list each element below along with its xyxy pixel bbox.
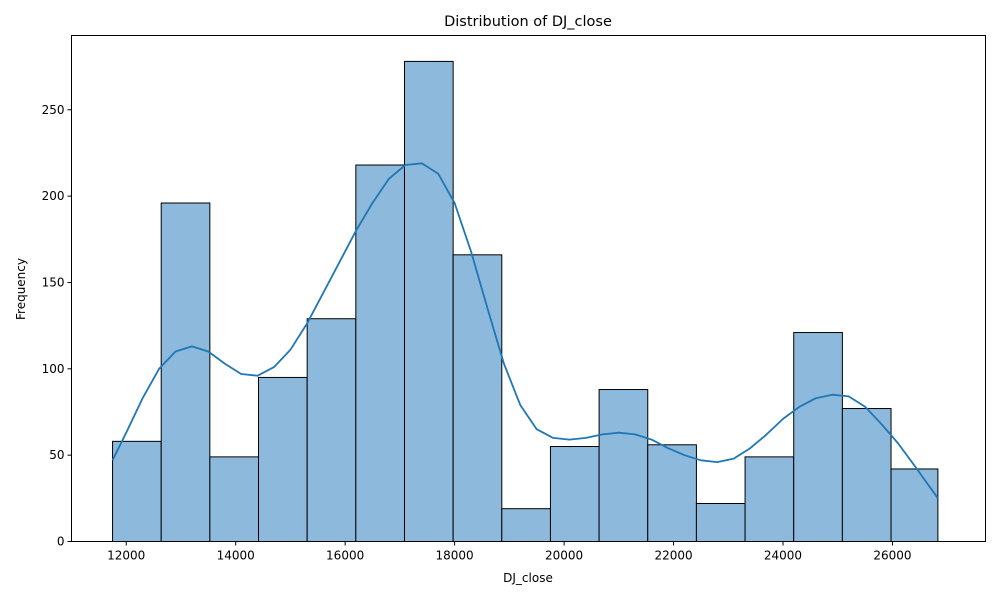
histogram-bar: [501, 508, 551, 542]
y-axis-label: Frequency: [14, 258, 28, 320]
kde-line: [111, 162, 939, 499]
y-tick-label: 250: [42, 103, 65, 117]
histogram-bar: [549, 446, 600, 542]
y-tick-label: 200: [42, 189, 65, 203]
y-tick-label: 150: [42, 275, 65, 289]
histogram-bar: [209, 456, 260, 543]
histogram-bar: [160, 202, 211, 543]
histogram-bar: [355, 164, 405, 542]
x-tick-label: 20000: [545, 549, 583, 563]
y-tick-label: 100: [42, 362, 65, 376]
y-tick-label: 0: [57, 535, 65, 549]
histogram-bar: [598, 389, 649, 543]
x-tick-label: 24000: [764, 549, 802, 563]
histogram-bar: [306, 318, 357, 542]
x-axis-label: DJ_close: [503, 571, 553, 585]
y-axis-ticks: 0 50 100 150 200 250: [42, 103, 72, 549]
plot-frame: [71, 35, 986, 542]
x-axis-ticks: 12000 14000 16000 18000 20000 22000 24000 26000: [107, 541, 912, 563]
histogram-bar: [890, 468, 939, 543]
x-tick-label: 14000: [217, 549, 255, 563]
x-tick-label: 16000: [326, 549, 364, 563]
histogram-bar: [695, 503, 746, 543]
kde-group: [111, 162, 939, 499]
histogram-bar: [258, 376, 308, 542]
histogram-bar: [452, 254, 503, 543]
y-tick-label: 50: [49, 448, 64, 462]
histogram-bar: [647, 444, 697, 542]
bars-group: [112, 60, 939, 543]
chart-title: Distribution of DJ_close: [444, 14, 612, 30]
histogram-bar: [112, 440, 162, 543]
x-tick-label: 22000: [654, 549, 692, 563]
histogram-bar: [744, 456, 795, 543]
histogram-bar: [841, 408, 892, 542]
histogram-bar: [403, 60, 454, 542]
histogram-bar: [793, 332, 843, 542]
x-tick-label: 18000: [436, 549, 474, 563]
x-tick-label: 12000: [107, 549, 145, 563]
x-tick-label: 26000: [873, 549, 911, 563]
